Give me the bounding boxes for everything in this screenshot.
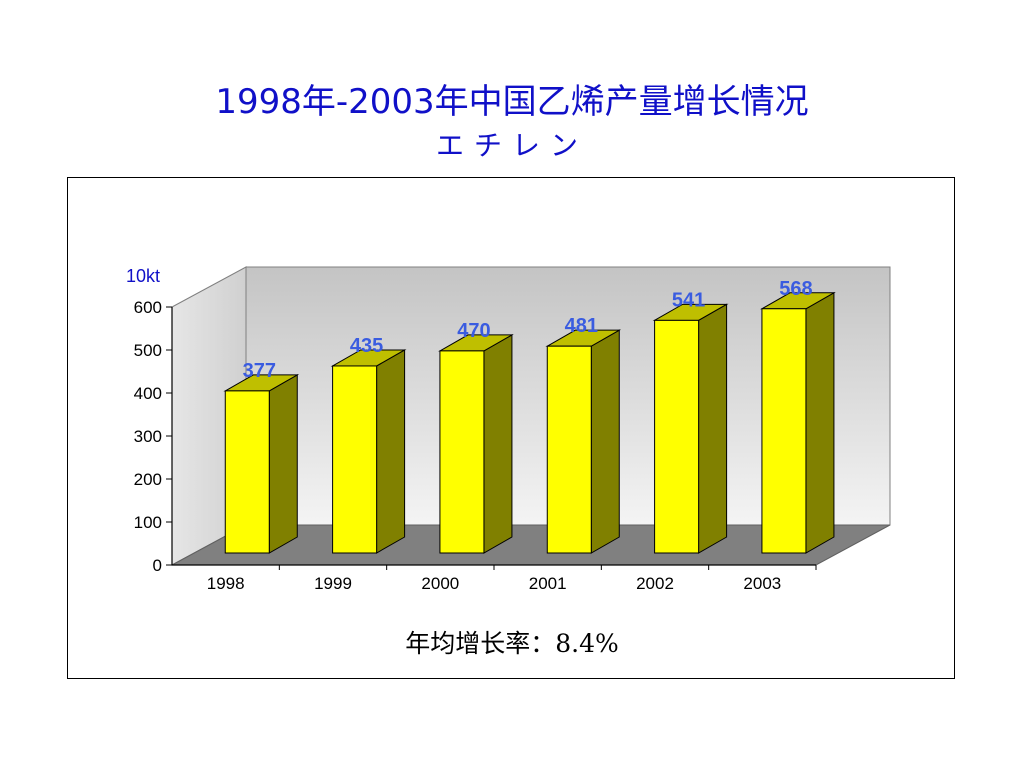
bar-side bbox=[805, 291, 835, 554]
bar bbox=[224, 390, 270, 554]
y-tick-label: 300 bbox=[134, 427, 162, 446]
bar-side bbox=[376, 349, 406, 554]
chart-title: 1998年-2003年中国乙烯产量增长情况 bbox=[215, 82, 809, 122]
x-tick-label: 2000 bbox=[421, 574, 459, 593]
bar bbox=[439, 350, 485, 554]
bar-side bbox=[483, 334, 513, 554]
bar bbox=[654, 319, 700, 554]
x-tick-label: 2003 bbox=[743, 574, 781, 593]
data-label: 541 bbox=[672, 289, 705, 311]
x-tick-label: 1998 bbox=[207, 574, 245, 593]
bar bbox=[332, 365, 378, 554]
chart-subtitle: エチレン bbox=[435, 129, 588, 162]
y-tick-label: 100 bbox=[134, 513, 162, 532]
y-tick-label: 500 bbox=[134, 341, 162, 360]
data-label: 568 bbox=[779, 278, 812, 300]
chart-frame bbox=[67, 177, 955, 679]
x-tick-label: 2002 bbox=[636, 574, 674, 593]
y-tick-label: 600 bbox=[134, 298, 162, 317]
y-tick-label: 0 bbox=[153, 556, 162, 575]
x-tick-label: 1999 bbox=[314, 574, 352, 593]
data-label: 470 bbox=[457, 320, 490, 342]
bar-side bbox=[268, 374, 298, 554]
data-label: 435 bbox=[350, 335, 383, 357]
bar-side bbox=[698, 303, 728, 554]
bar-side bbox=[590, 329, 620, 554]
data-label: 481 bbox=[565, 315, 598, 337]
growth-rate-note: 年均增长率：8.4% bbox=[405, 629, 619, 658]
y-tick-label: 200 bbox=[134, 470, 162, 489]
x-tick-label: 2001 bbox=[529, 574, 567, 593]
bar bbox=[761, 308, 807, 554]
y-tick-label: 400 bbox=[134, 384, 162, 403]
bar bbox=[546, 345, 592, 554]
y-axis-unit: 10kt bbox=[126, 266, 160, 286]
data-label: 377 bbox=[243, 360, 276, 382]
